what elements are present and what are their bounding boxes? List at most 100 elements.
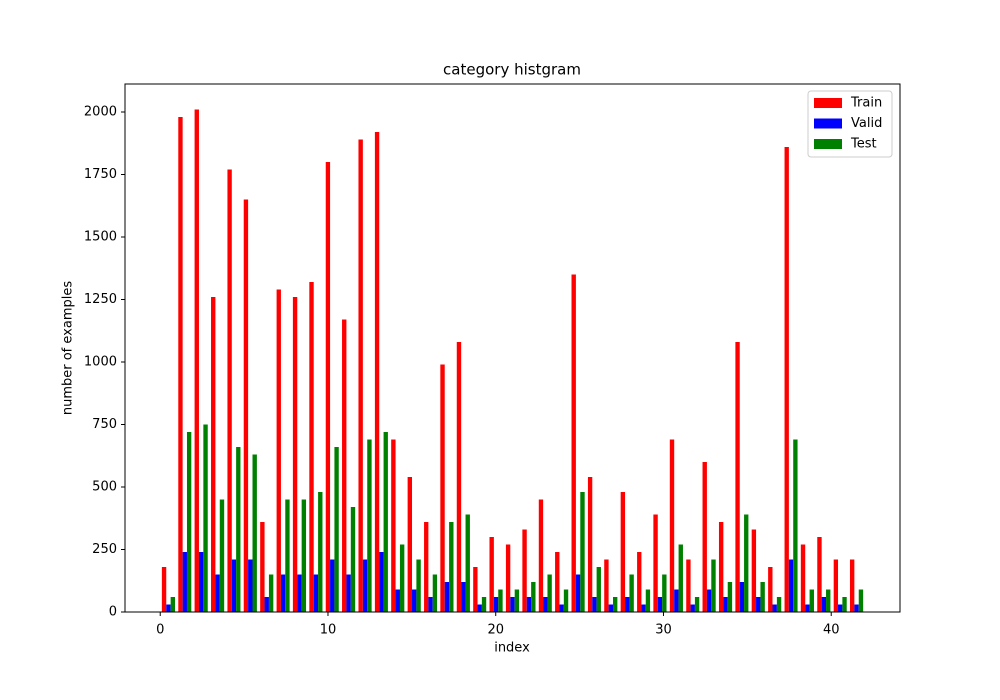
bar	[608, 604, 613, 612]
x-axis-label: index	[494, 641, 530, 656]
bar	[587, 477, 593, 612]
y-tick-label: 250	[92, 542, 117, 557]
bar	[243, 199, 249, 612]
bar	[657, 597, 663, 612]
bar	[465, 514, 470, 612]
bar	[186, 432, 192, 612]
bar	[374, 132, 380, 612]
bar	[641, 604, 646, 612]
x-tick-label: 30	[655, 623, 672, 638]
bar	[285, 499, 290, 612]
bar	[620, 492, 626, 612]
bar	[596, 567, 601, 612]
bar	[178, 117, 183, 612]
legend-swatch	[814, 118, 842, 129]
bar	[297, 574, 302, 612]
bar	[391, 439, 396, 612]
bar	[776, 597, 782, 612]
bar	[821, 597, 827, 612]
bar	[526, 597, 532, 612]
bar	[325, 162, 331, 612]
bar	[669, 439, 675, 612]
bar	[674, 589, 679, 612]
bar	[395, 589, 400, 612]
bar	[461, 582, 466, 612]
bar	[723, 597, 728, 612]
bar	[637, 552, 642, 612]
bar	[854, 604, 859, 612]
bar	[678, 544, 683, 612]
bar	[833, 559, 839, 612]
bar	[809, 589, 814, 612]
bar	[346, 574, 351, 612]
bar	[252, 454, 257, 612]
bar	[477, 604, 482, 612]
x-tick-label: 0	[156, 623, 164, 638]
bar	[711, 559, 716, 612]
y-tick-label: 2000	[84, 105, 117, 120]
bar	[444, 582, 450, 612]
bar	[227, 169, 232, 612]
bar	[432, 574, 438, 612]
bar	[629, 574, 634, 612]
bar	[264, 597, 269, 612]
bar	[625, 597, 630, 612]
bar	[571, 274, 576, 612]
bar	[645, 589, 651, 612]
bar	[760, 582, 765, 612]
bar	[559, 604, 564, 612]
bar	[236, 447, 241, 612]
bar	[424, 522, 429, 612]
bar	[498, 589, 503, 612]
bar	[248, 559, 253, 612]
plot-frame	[124, 83, 901, 613]
legend-label: Valid	[851, 116, 882, 131]
bar	[440, 364, 445, 612]
bar	[481, 597, 487, 612]
bar	[362, 559, 368, 612]
bar	[473, 567, 478, 612]
bar	[407, 477, 413, 612]
x-tick-label: 20	[487, 623, 504, 638]
y-tick-label: 1500	[84, 230, 117, 245]
bar	[756, 597, 761, 612]
bar	[838, 604, 843, 612]
bar	[399, 544, 405, 612]
bar	[342, 319, 347, 612]
bar	[694, 597, 700, 612]
legend-label: Train	[850, 96, 882, 111]
bar	[301, 499, 307, 612]
bar	[231, 559, 237, 612]
bar	[194, 109, 199, 612]
bar	[383, 432, 388, 612]
bar	[793, 439, 798, 612]
bar	[215, 574, 220, 612]
bar	[203, 424, 208, 612]
bar	[563, 589, 569, 612]
bar	[334, 447, 339, 612]
bar	[166, 604, 171, 612]
bar	[575, 574, 581, 612]
bar	[449, 522, 454, 612]
bar	[817, 537, 822, 612]
legend-label: Test	[850, 137, 877, 152]
y-axis-label: number of examples	[61, 281, 76, 415]
bar	[772, 604, 777, 612]
bar	[161, 567, 167, 612]
bar	[739, 582, 745, 612]
bar	[768, 567, 773, 612]
bar	[686, 559, 691, 612]
bar	[367, 439, 372, 612]
bar	[538, 499, 544, 612]
bar	[727, 582, 733, 612]
bar	[313, 574, 319, 612]
bar	[690, 604, 695, 612]
bar	[330, 559, 335, 612]
bar	[416, 559, 421, 612]
bar	[744, 514, 749, 612]
bar	[788, 559, 794, 612]
bar	[800, 544, 806, 612]
bar	[292, 297, 298, 612]
